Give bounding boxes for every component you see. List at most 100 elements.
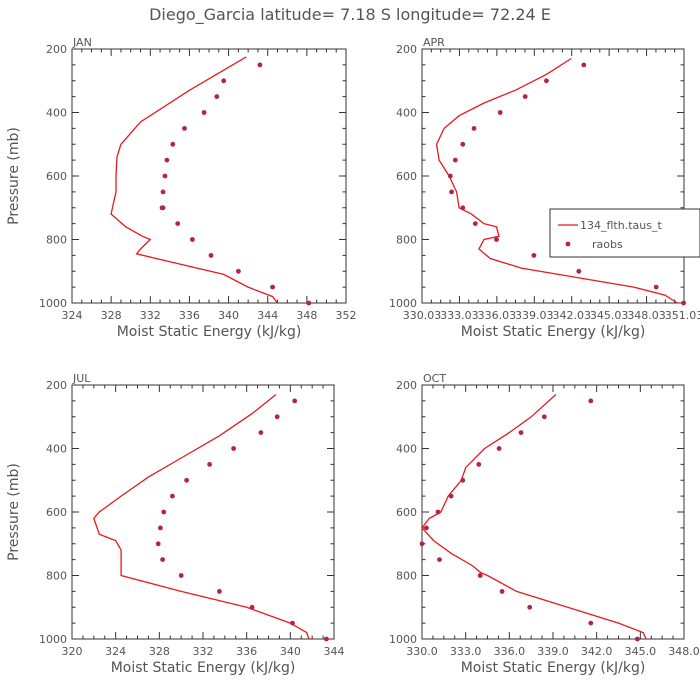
raobs-point: [576, 268, 582, 274]
x-tick-label: 342.0: [581, 645, 613, 658]
panel-oct: OCT 330.0 333.0 336.0 339.0 342.0 345.0 348.0 20…: [389, 372, 700, 676]
raobs-point: [460, 141, 466, 147]
x-tick-label: 340: [280, 645, 301, 658]
raobs-point: [258, 430, 264, 435]
x-tick-label: 333.03: [440, 309, 479, 322]
x-tick-label: 324: [62, 309, 83, 322]
x-axis-label: Moist Static Energy (kJ/kg): [111, 660, 296, 676]
x-tick-label: 332: [140, 309, 161, 322]
raobs-point: [449, 189, 454, 195]
raobs-point: [541, 414, 547, 420]
raobs-point: [544, 78, 549, 84]
raobs-point: [257, 62, 263, 68]
raobs-point: [217, 589, 222, 594]
x-tick-label: 344: [257, 309, 278, 322]
y-tick-label: 200: [46, 379, 67, 392]
raobs-point: [164, 157, 170, 163]
x-tick-label: 336.0: [494, 645, 526, 658]
raobs-point: [324, 636, 329, 642]
panel-label: OCT: [423, 372, 446, 385]
raobs-point: [472, 221, 478, 227]
raobs-point: [531, 253, 537, 258]
y-tick-label: 800: [396, 234, 417, 247]
raobs-point: [477, 573, 483, 578]
x-tick-label: 348: [296, 309, 317, 322]
raobs-point: [681, 300, 686, 306]
y-axis-label: Pressure (mb): [6, 463, 22, 561]
raobs-point: [162, 173, 168, 179]
legend-raobs-label: raobs: [592, 238, 623, 251]
raobs-point: [306, 300, 312, 306]
x-tick-label: 348.03: [627, 309, 666, 322]
panel-apr: APR330.03333.03336.03339.03342.03345.033…: [389, 36, 700, 340]
x-tick-label: 320: [62, 645, 83, 658]
raobs-point: [452, 157, 458, 163]
raobs-point: [588, 398, 594, 404]
y-tick-label: 600: [46, 506, 67, 519]
raobs-point: [497, 110, 503, 115]
raobs-point: [160, 557, 166, 562]
raobs-point: [207, 462, 213, 467]
raobs-point: [471, 125, 477, 131]
y-tick-label: 200: [396, 43, 417, 56]
x-tick-label: 345.03: [590, 309, 629, 322]
x-axis-label: Moist Static Energy (kJ/kg): [461, 324, 646, 340]
raobs-point: [290, 620, 295, 626]
x-tick-label: 339.03: [515, 309, 554, 322]
raobs-point: [170, 141, 176, 147]
x-tick-label: 342.03: [552, 309, 591, 322]
raobs-point: [249, 604, 255, 610]
raobs-point: [653, 284, 659, 290]
y-tick-label: 1000: [389, 633, 417, 646]
raobs-point: [208, 253, 214, 258]
raobs-point: [184, 477, 190, 483]
y-tick-label: 600: [396, 506, 417, 519]
plot-frame: [71, 384, 335, 640]
y-tick-label: 400: [396, 443, 417, 456]
raobs-point: [270, 284, 275, 290]
raobs-point: [424, 525, 429, 531]
panels: JAN 324 328 332 336 340 344 348 352 200 400 600 800 1…: [6, 36, 700, 676]
x-axis-label: Moist Static Energy (kJ/kg): [461, 660, 646, 676]
y-tick-label: 600: [396, 170, 417, 183]
raobs-point: [182, 125, 187, 131]
y-axis-label: Pressure (mb): [6, 127, 22, 225]
x-tick-label: 344: [324, 645, 345, 658]
y-tick-label: 1000: [39, 633, 67, 646]
raobs-point: [159, 205, 165, 211]
legend-model-label: 134_flth.taus_t: [580, 219, 662, 232]
legend-point-swatch: [565, 241, 571, 247]
raobs-point: [518, 430, 524, 435]
raobs-point: [236, 268, 241, 274]
raobs-point: [221, 78, 227, 84]
x-tick-label: 330.03: [403, 309, 442, 322]
x-tick-label: 330.0: [406, 645, 438, 658]
raobs-point: [419, 541, 425, 547]
panel-label: APR: [423, 36, 445, 49]
model-series-line: [93, 393, 310, 640]
raobs-point: [581, 62, 587, 68]
x-tick-label: 351.03: [665, 309, 700, 322]
y-tick-label: 800: [396, 570, 417, 583]
panel-jul: JUL 320 324 328 332 336 340 344 200 400 600 800 1000…: [6, 372, 345, 676]
x-tick-label: 339.0: [537, 645, 569, 658]
raobs-point: [178, 573, 184, 578]
figure-title: Diego_Garcia latitude= 7.18 S longitude=…: [149, 5, 551, 25]
model-series-line: [421, 394, 647, 640]
x-tick-label: 336.03: [478, 309, 517, 322]
raobs-point: [190, 237, 195, 242]
raobs-point: [447, 173, 453, 179]
raobs-point: [635, 636, 640, 642]
raobs-point: [161, 509, 167, 515]
raobs-point: [158, 525, 163, 531]
plot-frame: [421, 48, 685, 304]
legend-box: [549, 208, 700, 258]
raobs-point: [175, 221, 181, 227]
raobs-point: [214, 94, 220, 99]
plot-frame: [421, 384, 685, 640]
raobs-point: [460, 477, 466, 483]
y-tick-label: 400: [46, 107, 67, 120]
x-tick-label: 345.0: [625, 645, 657, 658]
